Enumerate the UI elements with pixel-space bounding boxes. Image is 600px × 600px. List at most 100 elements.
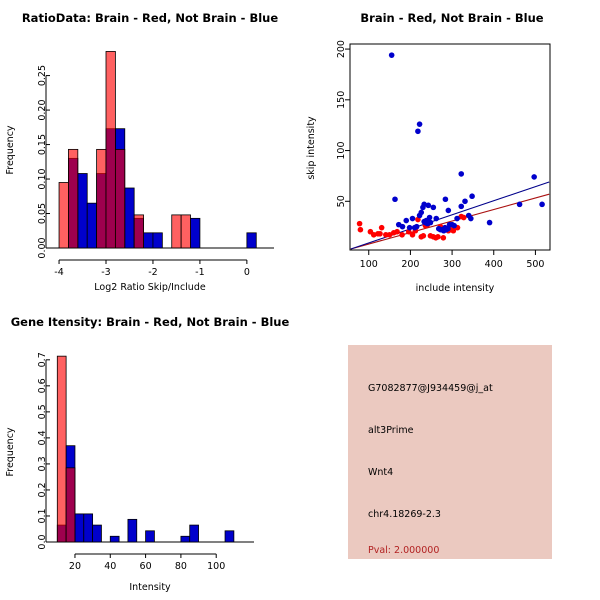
bar-not-brain <box>224 530 235 543</box>
point-not-brain <box>458 203 465 210</box>
panel-gene-info: G7082877@J934459@j_at alt3Prime Wnt4 chr… <box>300 300 600 600</box>
point-not-brain <box>406 224 413 231</box>
point-not-brain <box>426 214 433 221</box>
point-brain <box>409 231 416 238</box>
bar-not-brain <box>190 217 201 249</box>
ratio-yaxis-label: Frequency <box>5 125 16 174</box>
gene-id-text: G7082877@J934459@j_at <box>368 383 493 394</box>
point-brain <box>378 224 385 231</box>
bar-brain <box>65 467 76 543</box>
scatter-title: Brain - Red, Not Brain - Blue <box>360 11 543 25</box>
bar-not-brain <box>92 524 102 543</box>
y-tick-label: 100 <box>336 141 347 159</box>
gene-info-box: G7082877@J934459@j_at alt3Prime Wnt4 chr… <box>348 345 552 559</box>
point-brain <box>460 214 467 221</box>
x-tick-label: -1 <box>195 267 204 278</box>
gene-symbol-text: Wnt4 <box>368 467 394 478</box>
x-tick-label: 0 <box>244 267 250 278</box>
x-tick-label: 60 <box>140 561 152 572</box>
point-not-brain <box>539 201 545 208</box>
gene-intensity-title: Gene Itensity: Brain - Red, Not Brain - … <box>11 315 290 329</box>
point-brain <box>450 227 457 234</box>
point-not-brain <box>451 222 457 229</box>
point-brain <box>386 231 393 238</box>
point-not-brain <box>454 215 460 222</box>
splice-type-text: alt3Prime <box>368 425 414 436</box>
point-not-brain <box>425 202 432 209</box>
y-tick-label: 0.0 <box>37 534 48 549</box>
bar-not-brain <box>246 232 257 249</box>
ratio-plot-area: 0.00 0.05 0.10 0.15 0.20 0.25 -4 -3 -2 -1 0 <box>37 51 274 278</box>
x-tick-label: -2 <box>148 267 157 278</box>
point-not-brain <box>468 215 474 222</box>
y-tick-label: 0.00 <box>37 237 48 258</box>
bar-brain <box>105 51 116 249</box>
point-not-brain <box>427 219 434 226</box>
bar-not-brain <box>127 518 138 543</box>
y-tick-label: 0.10 <box>37 168 48 189</box>
y-tick-label: 0.2 <box>37 482 48 497</box>
bar-brain <box>58 182 69 249</box>
point-not-brain <box>416 121 423 127</box>
intensity-scatter-svg: Brain - Red, Not Brain - Blue 50 100 150 20… <box>306 11 551 294</box>
bar-brain <box>56 355 67 543</box>
gene-intensity-svg: Gene Itensity: Brain - Red, Not Brain - … <box>5 315 290 593</box>
y-tick-label: 0.15 <box>37 134 48 155</box>
x-tick-label: 500 <box>526 259 544 270</box>
bar-brain <box>180 214 191 249</box>
point-brain <box>377 230 383 237</box>
bar-brain <box>96 148 107 249</box>
point-not-brain <box>531 174 537 180</box>
gene-intensity-plot-area: 0.0 0.1 0.2 0.3 0.4 0.5 0.6 0.7 20 40 60 80 100 <box>37 352 254 572</box>
point-brain <box>435 234 441 240</box>
locus-text: chr4.18269-2.3 <box>368 509 441 520</box>
y-tick-label: 150 <box>336 91 347 109</box>
y-tick-label: 0.6 <box>37 378 48 393</box>
point-not-brain <box>469 193 475 200</box>
point-brain <box>356 220 363 227</box>
panel-intensity-scatter: Brain - Red, Not Brain - Blue 50 100 150 20… <box>300 0 600 300</box>
x-tick-label: 20 <box>69 561 81 572</box>
point-not-brain <box>415 128 421 135</box>
point-not-brain <box>418 209 425 216</box>
bar-not-brain <box>83 513 94 543</box>
scatter-yaxis-label: skip intensity <box>306 116 317 180</box>
y-tick-label: 0.3 <box>37 456 48 471</box>
point-not-brain <box>462 198 468 205</box>
point-not-brain <box>403 217 410 224</box>
y-tick-label: 0.25 <box>37 65 48 86</box>
x-tick-label: 300 <box>443 259 461 270</box>
point-not-brain <box>433 215 440 222</box>
y-tick-label: 0.5 <box>37 404 48 419</box>
y-tick-label: 0.1 <box>37 508 48 523</box>
point-not-brain <box>399 223 406 230</box>
plot-frame <box>349 43 551 251</box>
bar-not-brain <box>109 535 120 543</box>
point-not-brain <box>442 196 449 203</box>
bar-not-brain <box>86 202 98 249</box>
fit-line <box>350 193 550 250</box>
point-brain <box>357 226 364 233</box>
gene-intensity-xaxis-label: Intensity <box>129 582 171 593</box>
point-not-brain <box>430 204 437 211</box>
point-not-brain <box>458 171 465 177</box>
bar-not-brain <box>74 513 85 543</box>
y-tick-label: 0.20 <box>37 99 48 120</box>
y-tick-label: 0.4 <box>37 430 48 445</box>
panel-ratio-histogram: RatioData: Brain - Red, Not Brain - Blue… <box>0 0 300 300</box>
x-tick-label: -3 <box>101 267 110 278</box>
ratio-histogram-svg: RatioData: Brain - Red, Not Brain - Blue… <box>5 11 278 293</box>
y-tick-label: 0.05 <box>37 203 48 224</box>
point-not-brain <box>392 196 398 203</box>
gene-intensity-yaxis-label: Frequency <box>5 427 16 476</box>
scatter-xaxis-label: include intensity <box>416 283 495 294</box>
y-tick-label: 50 <box>336 195 347 207</box>
x-tick-label: 80 <box>175 561 187 572</box>
x-tick-label: 40 <box>104 561 116 572</box>
x-tick-label: -4 <box>54 267 63 278</box>
bar-brain <box>68 148 79 249</box>
point-brain <box>399 231 405 238</box>
bar-not-brain <box>124 187 135 249</box>
point-brain <box>440 235 447 241</box>
